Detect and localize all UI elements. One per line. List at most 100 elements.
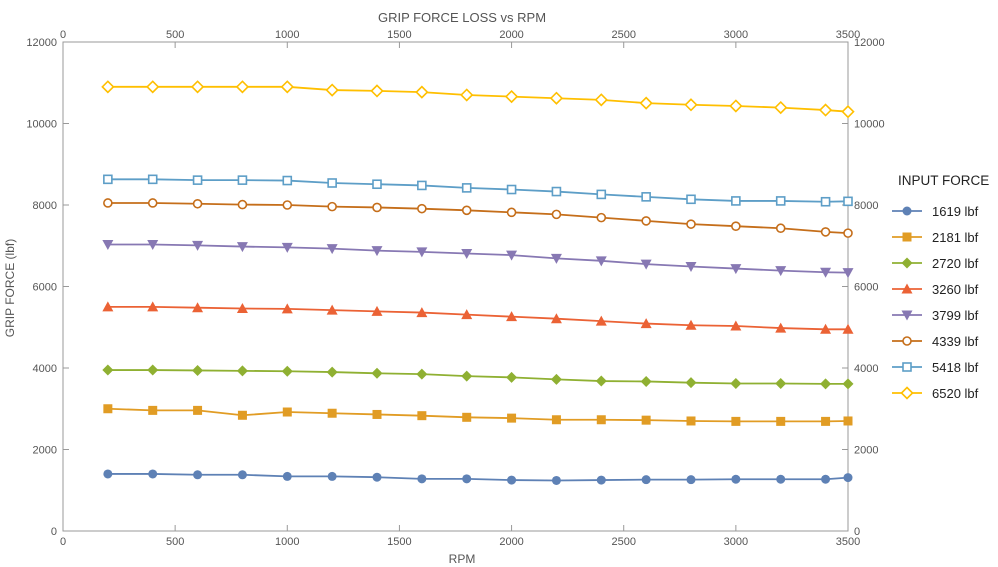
data-point bbox=[372, 179, 382, 190]
data-point bbox=[775, 322, 787, 333]
data-point bbox=[282, 407, 292, 417]
legend-title: INPUT FORCE bbox=[898, 173, 990, 188]
x-tick-label-top: 0 bbox=[60, 29, 66, 41]
series-line bbox=[107, 305, 848, 331]
series-line bbox=[107, 407, 849, 423]
legend-items: 1619 lbf 2181 lbf 2720 lbf 3260 lbf 3799 lbf… bbox=[890, 198, 996, 406]
data-point bbox=[506, 207, 517, 218]
data-point bbox=[843, 473, 853, 483]
legend-item: 3260 lbf bbox=[890, 276, 996, 302]
data-point bbox=[462, 412, 472, 422]
data-point bbox=[282, 200, 293, 210]
data-point bbox=[235, 80, 250, 94]
data-point bbox=[103, 198, 113, 208]
series-line bbox=[107, 85, 849, 113]
data-point bbox=[595, 256, 607, 267]
legend-swatch-marker bbox=[901, 283, 913, 294]
legend-swatch-marker bbox=[900, 386, 914, 400]
data-point bbox=[820, 196, 831, 207]
data-point bbox=[192, 302, 204, 313]
y-tick-label-right: 10000 bbox=[854, 119, 885, 131]
data-point bbox=[282, 175, 293, 186]
data-point bbox=[147, 198, 158, 208]
series-3 bbox=[102, 301, 854, 334]
data-point bbox=[327, 471, 337, 481]
data-point bbox=[640, 375, 652, 387]
data-point bbox=[237, 410, 247, 420]
data-point bbox=[371, 305, 383, 316]
data-point bbox=[460, 88, 474, 102]
data-point bbox=[821, 474, 831, 484]
data-point bbox=[148, 405, 158, 415]
series-line bbox=[107, 202, 849, 235]
data-point bbox=[192, 198, 203, 209]
legend: INPUT FORCE 1619 lbf 2181 lbf 2720 lbf 3260… bbox=[890, 173, 996, 406]
data-point bbox=[237, 175, 248, 185]
legend-swatch-marker bbox=[902, 362, 912, 372]
data-point bbox=[147, 174, 158, 185]
data-point bbox=[282, 471, 292, 481]
y-tick-label-right: 2000 bbox=[854, 445, 878, 457]
legend-item: 2181 lbf bbox=[890, 224, 996, 250]
legend-swatch-marker bbox=[902, 206, 912, 216]
data-point bbox=[280, 80, 294, 94]
data-point bbox=[416, 368, 428, 380]
y-tick-label-left: 0 bbox=[51, 526, 57, 538]
legend-swatch bbox=[892, 232, 922, 242]
data-point bbox=[327, 408, 337, 418]
data-point bbox=[372, 472, 382, 482]
data-point bbox=[550, 313, 562, 324]
data-point bbox=[103, 469, 113, 479]
data-point bbox=[102, 301, 114, 312]
data-point bbox=[820, 267, 832, 278]
data-point bbox=[326, 244, 338, 255]
data-point bbox=[506, 250, 518, 261]
data-point bbox=[684, 98, 698, 112]
data-point bbox=[641, 192, 651, 202]
y-tick-label-right: 0 bbox=[854, 526, 860, 538]
x-tick-label-top: 2500 bbox=[611, 29, 635, 41]
data-point bbox=[843, 228, 853, 238]
y-tick-label-left: 4000 bbox=[33, 363, 57, 375]
data-point bbox=[820, 378, 832, 390]
data-point bbox=[842, 268, 854, 279]
data-point bbox=[416, 247, 428, 258]
data-point bbox=[596, 212, 607, 223]
data-point bbox=[595, 375, 607, 387]
x-tick-label-top: 500 bbox=[166, 29, 184, 41]
legend-swatch-marker bbox=[901, 257, 913, 269]
data-point bbox=[237, 470, 247, 480]
legend-label: 2181 lbf bbox=[932, 229, 979, 245]
data-point bbox=[731, 474, 741, 484]
y-tick-label-left: 10000 bbox=[26, 119, 57, 131]
legend-item: 1619 lbf bbox=[890, 198, 996, 224]
x-tick-label-top: 1500 bbox=[387, 29, 411, 41]
series-line bbox=[107, 178, 849, 203]
data-point bbox=[551, 209, 562, 220]
data-point bbox=[551, 186, 562, 197]
y-axis-title: GRIP FORCE (lbf) bbox=[3, 239, 17, 337]
data-point bbox=[415, 85, 429, 99]
data-point bbox=[504, 89, 519, 104]
legend-swatch bbox=[892, 362, 922, 372]
data-point bbox=[371, 246, 383, 257]
data-point bbox=[551, 415, 561, 425]
data-point bbox=[461, 248, 473, 259]
data-point bbox=[416, 307, 428, 318]
series-line bbox=[107, 473, 849, 482]
x-tick-label-bottom: 1500 bbox=[387, 536, 411, 548]
x-tick-label-top: 3000 bbox=[724, 29, 748, 41]
data-point bbox=[281, 303, 293, 314]
data-point bbox=[102, 364, 114, 376]
data-point bbox=[596, 475, 606, 485]
series-line bbox=[107, 369, 848, 385]
data-point bbox=[818, 103, 833, 117]
legend-swatch-marker bbox=[901, 310, 913, 321]
legend-label: 6520 lbf bbox=[932, 385, 979, 401]
data-point bbox=[843, 416, 853, 426]
data-point bbox=[417, 180, 427, 191]
data-point bbox=[820, 227, 831, 237]
data-point bbox=[594, 93, 608, 107]
data-point bbox=[193, 470, 203, 480]
series-line bbox=[107, 243, 849, 274]
